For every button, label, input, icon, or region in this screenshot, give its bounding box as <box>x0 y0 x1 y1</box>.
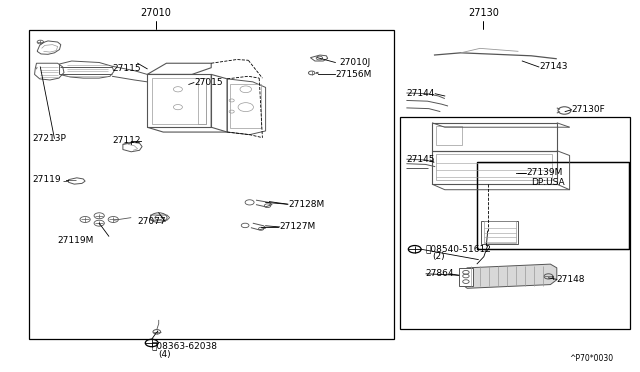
Bar <box>400 117 630 329</box>
Bar <box>484 221 516 243</box>
Text: 27119: 27119 <box>32 175 61 184</box>
Bar <box>147 74 211 127</box>
Text: (2): (2) <box>432 252 445 261</box>
Text: 27077: 27077 <box>138 217 166 226</box>
Bar <box>29 30 394 339</box>
Text: 27156M: 27156M <box>335 70 372 79</box>
Bar <box>436 126 462 145</box>
Bar <box>477 162 629 249</box>
Text: Ⓢ08363-62038: Ⓢ08363-62038 <box>152 341 218 350</box>
Bar <box>477 162 629 249</box>
Text: 27015: 27015 <box>194 78 223 87</box>
Bar <box>230 84 261 128</box>
Text: 27144: 27144 <box>406 89 435 98</box>
Text: 27115: 27115 <box>113 64 141 73</box>
Text: 27010: 27010 <box>140 8 171 18</box>
Text: 27145: 27145 <box>406 155 435 164</box>
Text: (4): (4) <box>158 350 171 359</box>
Text: 27127M: 27127M <box>280 222 316 231</box>
Text: Ⓢ08540-51612: Ⓢ08540-51612 <box>426 244 492 253</box>
Bar <box>198 78 206 124</box>
Bar <box>432 123 557 151</box>
Text: 27139M: 27139M <box>526 168 563 177</box>
Text: 27112: 27112 <box>113 137 141 145</box>
Text: 27130F: 27130F <box>572 105 605 114</box>
Bar <box>152 78 206 124</box>
Bar <box>436 154 552 180</box>
Text: 27130: 27130 <box>468 8 499 18</box>
Text: 27128M: 27128M <box>288 200 324 209</box>
Bar <box>481 221 518 244</box>
Text: 27143: 27143 <box>539 62 568 71</box>
Text: 27213P: 27213P <box>32 134 66 143</box>
Polygon shape <box>461 264 557 288</box>
Text: 27148: 27148 <box>557 275 586 284</box>
Text: ^P70*0030: ^P70*0030 <box>569 354 613 363</box>
Text: 27119M: 27119M <box>58 236 94 245</box>
Bar <box>432 151 557 184</box>
Text: 27864: 27864 <box>426 269 454 278</box>
Bar <box>459 268 473 286</box>
Text: DP:USA: DP:USA <box>531 178 565 187</box>
Text: 27010J: 27010J <box>339 58 371 67</box>
